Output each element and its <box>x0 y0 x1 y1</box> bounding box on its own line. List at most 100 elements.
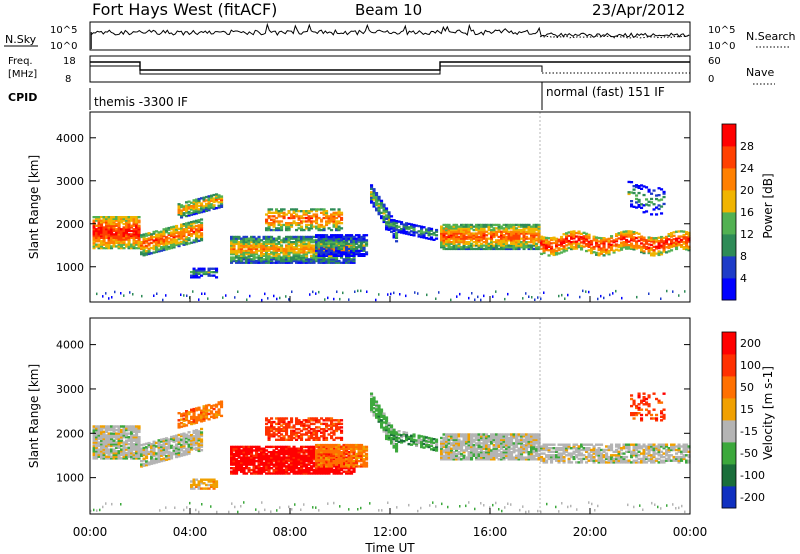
power-cell <box>210 206 214 209</box>
power-cell <box>235 251 239 254</box>
vel-cell <box>252 461 256 465</box>
vel-cell <box>92 444 96 448</box>
power-cell <box>342 251 346 254</box>
vel-cell <box>252 463 256 466</box>
power-cell <box>630 242 634 245</box>
vel-cell <box>190 408 194 411</box>
vel-cell <box>177 437 181 440</box>
power-cell <box>112 243 116 246</box>
power-cell <box>282 247 286 251</box>
power-cell <box>390 222 394 225</box>
vel-cell <box>275 422 279 426</box>
power-cell <box>477 232 481 235</box>
power-cell <box>237 261 241 264</box>
vel-cell <box>280 461 284 465</box>
power-cell <box>360 244 364 247</box>
vel-cell <box>315 435 319 438</box>
power-cell <box>670 238 674 242</box>
power-cell <box>460 225 464 228</box>
power-cell <box>232 235 236 239</box>
power-cell <box>192 207 196 211</box>
power-cell <box>292 216 296 220</box>
vel-cell <box>300 463 304 466</box>
power-cell <box>360 247 364 251</box>
vel-cell <box>305 465 309 468</box>
power-cell <box>182 233 186 236</box>
vel-cell <box>150 457 154 460</box>
vel-cell <box>245 456 249 459</box>
power-cell <box>345 234 349 237</box>
vel-cell <box>105 428 109 432</box>
power-cell <box>105 231 109 234</box>
power-cell <box>347 256 351 259</box>
power-cell <box>300 244 304 247</box>
vel-cell <box>315 451 319 454</box>
vel-cell <box>122 448 126 451</box>
vel-cell <box>210 485 214 488</box>
vel-cell <box>272 431 276 434</box>
vel-cell <box>330 428 334 431</box>
vel-cell <box>252 468 256 472</box>
power-cell <box>132 243 136 246</box>
vel-cell <box>337 470 341 473</box>
vel-cell <box>105 448 109 451</box>
power-cell <box>107 247 111 250</box>
power-cell <box>300 258 304 261</box>
vel-cell <box>337 436 341 440</box>
power-cell <box>295 247 299 251</box>
power-cell <box>135 222 139 226</box>
vel-cell <box>307 419 311 422</box>
power-cell <box>160 232 164 235</box>
power-cell <box>342 235 346 239</box>
power-cell <box>532 223 536 227</box>
power-cell <box>167 233 171 237</box>
power-cell <box>567 246 571 250</box>
power-cell <box>335 247 339 251</box>
vel-cell <box>140 451 144 454</box>
power-cell <box>352 239 356 242</box>
power-cell <box>112 229 116 233</box>
vel-cell <box>265 422 269 426</box>
power-cell <box>112 238 116 241</box>
power-cell <box>650 247 654 250</box>
power-cell <box>325 251 329 254</box>
vel-cell <box>272 472 276 475</box>
power-cell <box>320 259 324 263</box>
power-cell <box>272 223 276 227</box>
power-cell <box>230 249 234 252</box>
power-cell <box>537 232 541 235</box>
power-cell <box>297 253 301 256</box>
power-cell <box>172 237 176 240</box>
power-cell <box>600 252 604 255</box>
vel-cell <box>267 451 271 454</box>
power-cell <box>350 239 354 242</box>
power-cell <box>320 218 324 221</box>
vel-cell <box>100 430 104 433</box>
power-cell <box>312 215 316 218</box>
power-cell <box>525 235 529 239</box>
vel-cell <box>95 455 99 458</box>
vel-cell <box>260 458 264 461</box>
power-cell <box>532 241 536 244</box>
power-noise <box>492 295 494 298</box>
vel-cell <box>245 449 249 452</box>
power-cell <box>287 259 291 263</box>
power-cell <box>92 221 96 224</box>
power-cell <box>197 239 201 242</box>
power-cell <box>425 228 429 231</box>
power-cell <box>197 229 201 232</box>
power-cell <box>312 249 316 252</box>
power-cell <box>355 247 359 251</box>
power-cell <box>282 251 286 254</box>
power-cell <box>462 232 466 235</box>
vel-cell <box>257 463 261 466</box>
power-cell <box>495 244 499 247</box>
vel-cell <box>295 422 299 426</box>
power-cell <box>322 253 326 256</box>
power-noise <box>540 297 542 300</box>
power-cell <box>110 236 114 239</box>
power-cell <box>357 251 361 254</box>
power-cell <box>92 219 96 222</box>
power-cell <box>322 234 326 237</box>
